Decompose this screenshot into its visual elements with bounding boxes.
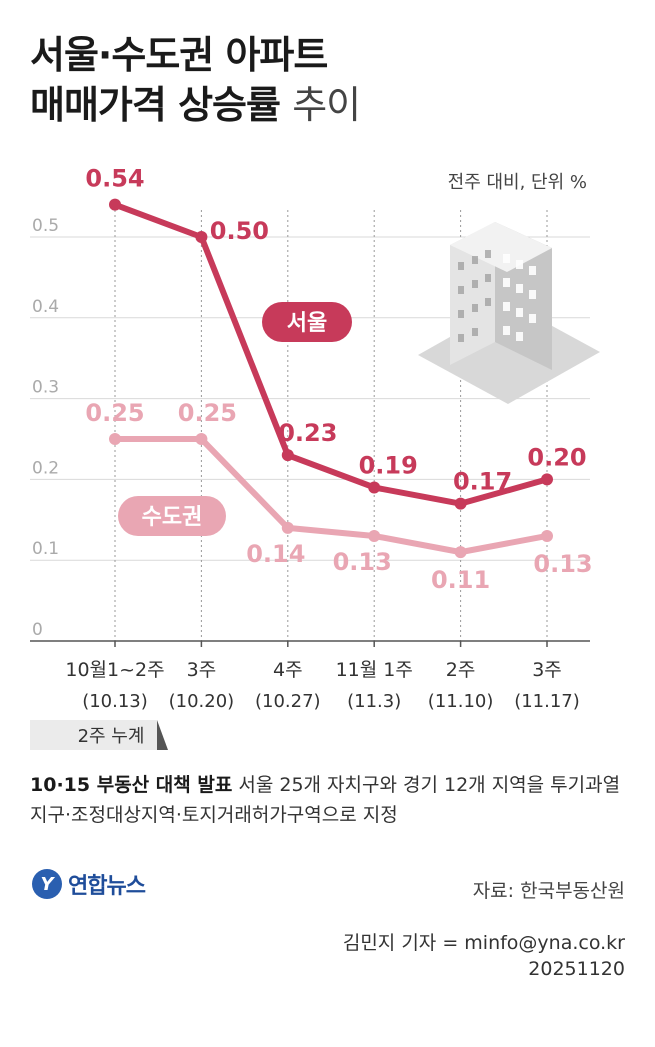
x-tick-label: 11월 1주	[336, 659, 413, 681]
data-label: 0.14	[246, 540, 305, 568]
x-tick-label: 10월1~2주	[65, 659, 164, 681]
policy-note-title: 10·15 부동산 대책 발표	[30, 774, 233, 796]
x-tick-date: (11.17)	[514, 691, 580, 712]
data-label: 0.23	[278, 419, 337, 447]
x-tick-date: (10.27)	[255, 691, 321, 712]
x-tick-label: 3주	[187, 659, 217, 681]
unit-label: 전주 대비, 단위 %	[447, 172, 587, 193]
legend-label: 서울	[287, 311, 327, 336]
series-line-0	[112, 201, 550, 507]
title-line2-light: 추이	[292, 83, 361, 127]
data-label: 0.54	[85, 165, 144, 193]
data-point	[195, 231, 208, 243]
cumulative-label: 2주 누계	[78, 726, 145, 747]
x-tick-label: 3주	[532, 659, 562, 681]
line-chart: 0 0.1 0.2 0.3 0.4 0.5 10월1~2주 (10.13) 3주 (10.20)…	[30, 165, 600, 750]
credit: 김민지 기자 = minfo@yna.co.kr 20251120	[343, 930, 625, 982]
data-label: 0.11	[431, 566, 490, 594]
yonhap-logo-icon: Y	[32, 869, 62, 899]
data-point	[541, 473, 553, 486]
policy-note-text: 서울 25개 자치구와 경기 12개 지역을 투기과열지구·조정대상지역·토지거…	[30, 774, 621, 826]
building-icon	[418, 222, 600, 404]
x-tick-label: 2주	[446, 659, 476, 681]
legend-pill-1	[118, 496, 226, 536]
cumulative-marker	[157, 720, 168, 750]
y-tick-label: 0.2	[32, 458, 59, 478]
x-tick-date: (11.3)	[347, 691, 401, 712]
data-label: 0.17	[453, 468, 512, 496]
data-point	[368, 481, 381, 494]
cumulative-band	[30, 720, 157, 750]
y-tick-label: 0.3	[32, 378, 59, 398]
x-tick-date: (10.20)	[169, 691, 235, 712]
policy-note: 10·15 부동산 대책 발표 서울 25개 자치구와 경기 12개 지역을 투…	[30, 770, 630, 830]
y-tick-label: 0.1	[32, 539, 59, 559]
data-point	[541, 529, 553, 542]
data-point	[454, 497, 467, 510]
logo-text: 연합뉴스	[68, 874, 146, 899]
x-tick-date: (10.13)	[82, 691, 148, 712]
data-point	[281, 521, 294, 534]
title-line1: 서울·수도권 아파트	[30, 33, 328, 77]
data-point	[109, 433, 121, 445]
legend-pill-0	[262, 302, 352, 342]
data-point	[109, 198, 121, 211]
y-tick-label: 0.4	[32, 297, 59, 317]
data-label: 0.25	[85, 399, 144, 427]
x-tick-date: (11.10)	[428, 691, 494, 712]
data-label: 0.25	[178, 399, 237, 427]
x-axis: 10월1~2주 (10.13) 3주 (10.20) 4주 (10.27) 11월 1주 (1…	[30, 640, 590, 750]
reporter-credit: 김민지 기자 = minfo@yna.co.kr	[342, 932, 625, 954]
grid-lines: 0 0.1 0.2 0.3 0.4 0.5	[30, 210, 590, 641]
title-line2-bold: 매매가격 상승률	[30, 83, 281, 127]
series-layer: 0.25 0.25 0.14 0.13 0.11 0.13 0.54 0.50 0.23 0.19…	[85, 165, 592, 594]
data-label: 0.19	[359, 451, 418, 479]
series-line-1	[112, 436, 550, 556]
data-point	[368, 529, 381, 542]
data-point	[281, 449, 294, 462]
y-tick-label: 0.5	[32, 216, 59, 236]
source-label: 자료: 한국부동산원	[472, 880, 625, 902]
publish-date: 20251120	[528, 958, 625, 980]
data-point	[195, 433, 208, 445]
y-tick-label: 0	[32, 620, 43, 640]
x-tick-label: 4주	[273, 659, 303, 681]
agency-logo: Y 연합뉴스	[32, 868, 146, 900]
chart-title: 서울·수도권 아파트 매매가격 상승률 추이	[30, 30, 361, 130]
data-label: 0.20	[527, 443, 586, 471]
data-label: 0.13	[333, 548, 392, 576]
data-label: 0.13	[533, 550, 592, 578]
data-point	[454, 546, 467, 559]
legend-label: 수도권	[142, 505, 203, 530]
data-label: 0.50	[210, 217, 269, 245]
